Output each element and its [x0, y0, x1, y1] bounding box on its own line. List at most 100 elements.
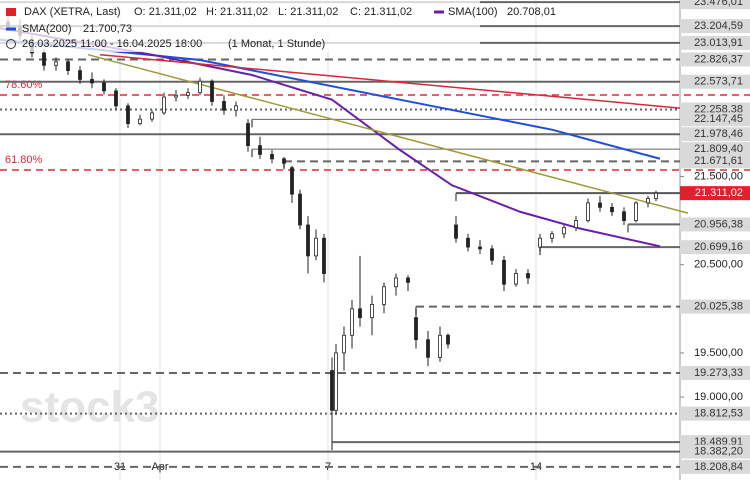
level-label-box [680, 35, 750, 50]
level-label: 23.204,59 [694, 20, 743, 32]
candle-body [42, 52, 46, 66]
ohlc: C: 21.311,02 [350, 6, 412, 18]
candle-body [126, 105, 130, 124]
candle-body [306, 224, 310, 257]
level-label: 23.013,91 [694, 37, 743, 49]
candle-body [174, 94, 178, 98]
candle-body [138, 118, 142, 124]
level-label: 20.956,38 [694, 218, 743, 230]
candle-body [78, 70, 82, 80]
candle-body [538, 237, 542, 248]
indicator-line [99, 53, 681, 109]
candle-body [342, 334, 346, 354]
level-label-box [680, 142, 750, 157]
candle-body [334, 352, 338, 411]
level-label: 20.699,16 [694, 241, 743, 253]
candle-body [598, 202, 602, 208]
level-label: 23.476,01 [694, 0, 743, 8]
level-label: 21.311,02 [695, 187, 743, 199]
candle-body [290, 167, 294, 195]
level-label-box [680, 112, 750, 127]
candle-body [246, 123, 250, 146]
legend-swatch [6, 8, 16, 16]
candle-body [358, 308, 362, 319]
candle-body [514, 273, 518, 285]
candle-body [210, 80, 214, 102]
candle-body [406, 277, 410, 283]
candle-body [54, 61, 58, 66]
level-label: 21.978,46 [694, 128, 743, 140]
watermark: stock3 [20, 383, 159, 432]
legend-value: 20.708,01 [507, 6, 556, 18]
candle-body [622, 211, 626, 221]
level-label-box [680, 74, 750, 89]
candle-body [314, 237, 318, 257]
candle-body [382, 286, 386, 305]
level-label-box [680, 444, 750, 459]
indicator-line [0, 27, 661, 248]
level-label: 22.573,71 [694, 76, 743, 88]
candle-body [330, 370, 334, 411]
interval: (1 Monat, 1 Stunde) [228, 38, 325, 50]
level-label: 19.273,33 [694, 367, 743, 379]
y-tick-label: 20.500,00 [694, 259, 743, 271]
candle-body [438, 334, 442, 358]
clock-icon [6, 39, 16, 49]
indicator-line [0, 38, 661, 160]
y-tick-label: 19.000,00 [694, 391, 743, 403]
candle-body [502, 259, 506, 285]
level-label-box [680, 127, 750, 142]
level-label-box [680, 459, 750, 474]
legend-bg [0, 0, 480, 52]
candle-body [574, 220, 578, 229]
level-label-box [680, 240, 750, 255]
candle-body [426, 339, 430, 358]
candle-body [478, 246, 482, 250]
candle-body [654, 192, 658, 199]
candle-body [90, 79, 94, 84]
candle-body [258, 145, 262, 155]
candle-body [550, 233, 554, 239]
candle-body [414, 317, 418, 341]
legend-name: SMA(200) [22, 23, 72, 35]
candle-body [586, 202, 590, 221]
level-label-box [680, 154, 750, 169]
candle-body [454, 224, 458, 239]
indicator-line [87, 53, 689, 214]
level-label-box [680, 406, 750, 421]
level-label: 18.208,84 [694, 461, 743, 473]
candle-body [322, 237, 326, 274]
candle-body [162, 96, 166, 114]
candle-body [446, 334, 450, 345]
candle-body [102, 82, 106, 92]
y-tick-label: 21.500,00 [694, 170, 743, 182]
candle-body [66, 61, 70, 71]
y-tick-label: 19.500,00 [694, 347, 743, 359]
level-label: 20.025,38 [694, 300, 743, 312]
level-label: 22.147,45 [694, 113, 743, 125]
candle-body [466, 237, 470, 248]
ohlc: H: 21.311,02 [206, 6, 268, 18]
legend-name: SMA(100) [448, 6, 498, 18]
candle-body [150, 112, 154, 120]
candle-body [222, 101, 226, 111]
level-label-box [680, 0, 750, 10]
candle-body [562, 227, 566, 235]
level-label: 18.382,20 [694, 445, 743, 457]
range: 26.03.2025 11:00 - 16.04.2025 18:00 [22, 38, 202, 50]
ohlc: O: 21.311,02 [134, 6, 197, 18]
fib-label: 61.80% [5, 154, 43, 166]
candle-body [234, 105, 238, 111]
candle-body [198, 80, 202, 94]
candle-body [526, 273, 530, 279]
level-label-box [680, 299, 750, 314]
candle-body [394, 277, 398, 288]
level-label-box [680, 186, 750, 201]
candle-body [634, 202, 638, 221]
candle-body [610, 206, 614, 213]
candle-body [114, 90, 118, 107]
level-label-box [680, 217, 750, 232]
candle-body [350, 308, 354, 336]
symbol: DAX (XETRA, Last) [24, 6, 121, 18]
